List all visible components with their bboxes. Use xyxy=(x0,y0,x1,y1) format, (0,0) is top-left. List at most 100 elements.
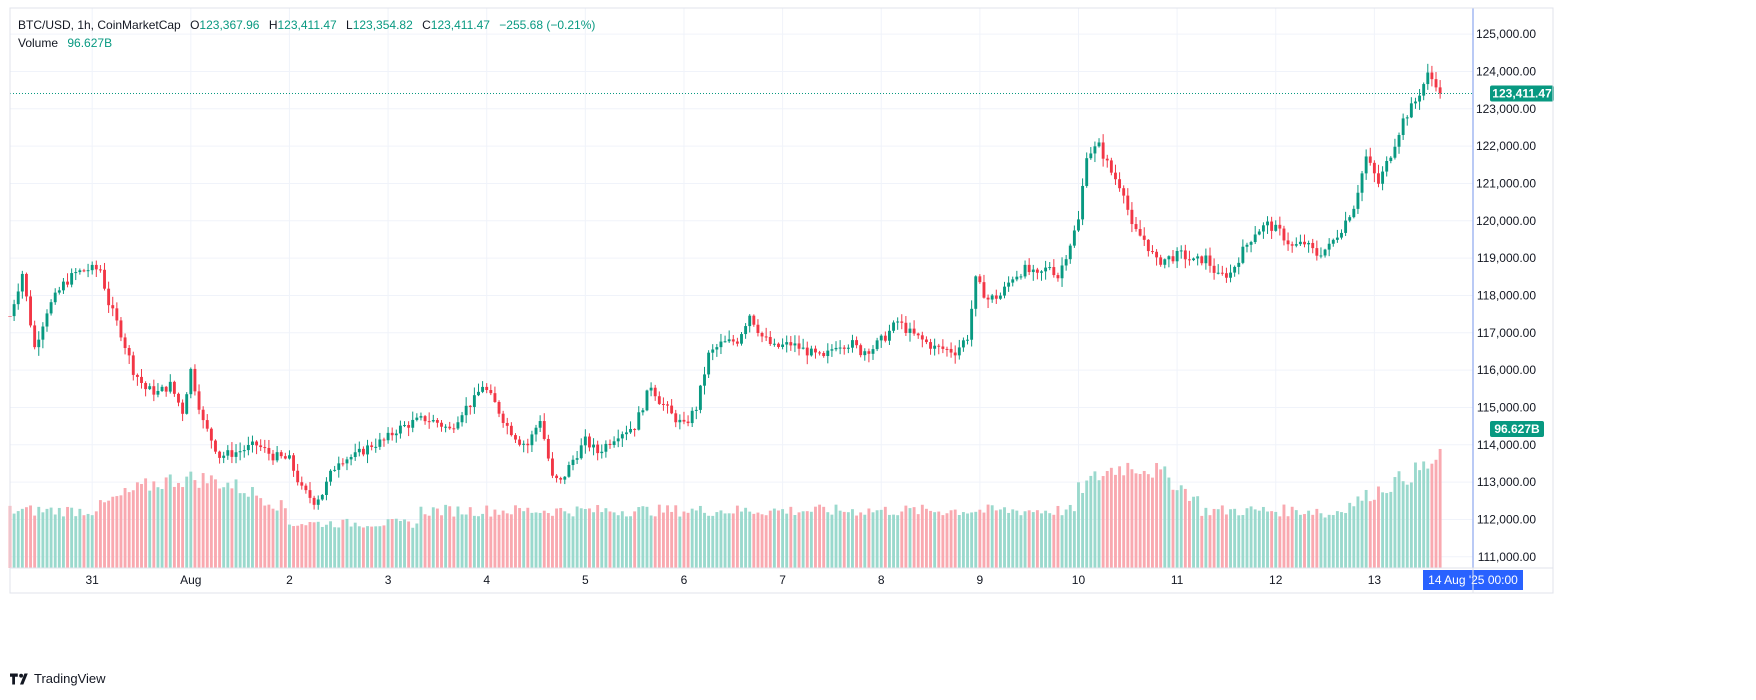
candle-body xyxy=(394,433,398,436)
candle-body xyxy=(764,336,768,338)
volume-bar xyxy=(135,482,139,568)
candle-body xyxy=(929,342,932,349)
volume-bar xyxy=(538,512,542,568)
candle-body xyxy=(1027,264,1031,273)
y-tick-label: 115,000.00 xyxy=(1477,400,1536,414)
volume-bar xyxy=(855,515,859,568)
candle-body xyxy=(657,396,661,404)
tradingview-logo-icon xyxy=(10,672,28,685)
volume-bar xyxy=(1035,510,1039,568)
candle-body xyxy=(283,456,287,459)
candle-body xyxy=(37,339,41,348)
candle-body xyxy=(670,405,674,414)
volume-bar xyxy=(296,525,300,568)
candle-body xyxy=(1167,256,1171,260)
candle-body xyxy=(711,349,715,353)
candle-body xyxy=(1311,242,1315,249)
candle-body xyxy=(1356,192,1360,209)
candle-body xyxy=(777,343,780,347)
candle-body xyxy=(1409,103,1413,118)
volume-bar xyxy=(156,487,160,568)
candle-body xyxy=(592,444,595,448)
candle-body xyxy=(518,439,522,445)
volume-bar xyxy=(1282,504,1286,568)
volume-bar xyxy=(53,514,57,568)
candle-body xyxy=(1220,272,1224,274)
candle-body xyxy=(978,276,982,283)
candle-body xyxy=(814,348,817,353)
candle-body xyxy=(435,420,439,423)
candle-body xyxy=(551,458,554,476)
candle-body xyxy=(431,420,435,422)
volume-bar xyxy=(966,513,969,568)
candle-body xyxy=(1257,231,1261,235)
volume-bar xyxy=(230,488,234,568)
candle-body xyxy=(148,386,152,390)
legend-symbol[interactable]: BTC/USD, 1h, CoinMarketCap xyxy=(18,18,181,32)
volume-bar xyxy=(448,506,452,568)
candle-body xyxy=(982,282,986,298)
legend-volume-label[interactable]: Volume xyxy=(18,36,59,50)
volume-bar xyxy=(1114,474,1117,568)
volume-bar xyxy=(501,510,505,568)
candle-body xyxy=(460,415,464,423)
y-tick-label: 113,000.00 xyxy=(1477,475,1536,489)
candle-body xyxy=(1048,267,1052,269)
volume-bar xyxy=(1188,500,1191,568)
candle-body xyxy=(735,341,739,344)
volume-bar xyxy=(998,509,1002,568)
volume-bar xyxy=(719,510,723,568)
candle-body xyxy=(715,347,719,350)
candle-body xyxy=(337,463,341,470)
candle-body xyxy=(1023,264,1027,277)
volume-bar xyxy=(1414,462,1417,568)
candle-body xyxy=(440,422,443,427)
volume-bar xyxy=(312,522,316,568)
volume-bar xyxy=(1200,515,1204,568)
candle-body xyxy=(144,383,148,390)
candle-body xyxy=(1155,251,1159,258)
tradingview-brand[interactable]: TradingView xyxy=(10,671,106,686)
candle-body xyxy=(353,452,357,458)
volume-bar xyxy=(94,511,98,568)
volume-bar xyxy=(1093,471,1097,568)
volume-bar xyxy=(1118,466,1122,568)
volume-bar xyxy=(592,512,595,568)
volume-bar xyxy=(366,526,369,568)
volume-bar xyxy=(649,515,653,568)
candle-body xyxy=(719,341,723,348)
volume-bar xyxy=(834,504,838,568)
candle-body xyxy=(1348,217,1352,221)
volume-bar xyxy=(1044,510,1048,568)
volume-bar xyxy=(1377,486,1380,568)
candle-body xyxy=(522,443,526,445)
candle-body xyxy=(1340,232,1343,238)
candle-body xyxy=(1282,228,1286,241)
candle-body xyxy=(793,343,797,346)
volume-bar xyxy=(304,525,308,568)
candle-body xyxy=(666,404,669,406)
volume-bar xyxy=(752,513,756,568)
volume-bar xyxy=(74,516,78,568)
candle-body xyxy=(661,403,665,405)
volume-bar xyxy=(1270,511,1274,568)
volume-bar xyxy=(90,515,94,568)
volume-bar xyxy=(760,514,764,568)
candle-body xyxy=(1434,79,1438,88)
volume-bar xyxy=(107,500,111,568)
candlestick-series xyxy=(8,63,1442,510)
volume-bar xyxy=(600,512,604,568)
volume-bar xyxy=(785,513,789,568)
x-tick-label: 12 xyxy=(1269,573,1283,587)
candle-body xyxy=(1126,195,1130,210)
volume-bar xyxy=(259,498,263,568)
volume-bar xyxy=(140,483,143,568)
volume-bar xyxy=(1064,509,1068,568)
candle-body xyxy=(1290,244,1294,246)
x-tick-label: 4 xyxy=(483,573,490,587)
volume-bar xyxy=(871,512,875,568)
volume-bar xyxy=(288,524,291,568)
volume-bar xyxy=(1401,481,1405,568)
volume-bar xyxy=(246,496,250,568)
